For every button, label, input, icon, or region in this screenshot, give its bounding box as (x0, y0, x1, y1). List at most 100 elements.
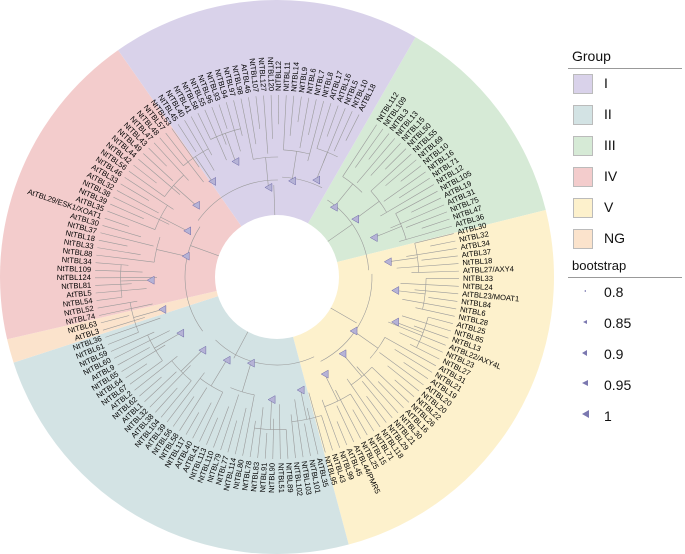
phylogenetic-tree: NtTBL112NtTBL109NtTBL3NtTBL13NtTBL15NtTB… (0, 0, 554, 554)
bootstrap-0-85-marker (583, 320, 587, 324)
bootstrap-marker (312, 175, 320, 185)
clade-stem (387, 257, 418, 263)
leaf-branch (270, 95, 273, 139)
leaf-branch (104, 217, 130, 227)
bootstrap-0-95-marker (582, 380, 588, 386)
leaf-branch (107, 210, 156, 230)
leaf-label: NtTBL18 (462, 256, 493, 267)
leaf-branch (211, 106, 227, 145)
leaf-branch (297, 96, 302, 123)
leaf-label: NtTBL120 (266, 57, 276, 91)
clade-stem (133, 309, 163, 318)
leaf-branch (413, 325, 449, 339)
leaf-branch (326, 105, 339, 137)
leaf-branch (116, 190, 159, 214)
group-iv-swatch (573, 167, 593, 187)
leaf-branch (125, 363, 148, 379)
leaf-branch (110, 331, 155, 352)
leaf-branch (400, 283, 459, 287)
leaf-label: NtTBL54 (62, 296, 93, 309)
leaf-label: NtTBL107 (248, 58, 261, 93)
leaf-label: AtTBL5 (66, 288, 92, 299)
leaf-branch (96, 254, 155, 263)
leaf-branch (233, 100, 243, 136)
bootstrap-marker (264, 182, 273, 192)
bootstrap-marker (192, 200, 200, 210)
root-branch (273, 185, 276, 216)
leaf-label: NtTBL9 (297, 66, 309, 93)
clade-arc (254, 427, 287, 431)
bootstrap-0-8-label: 0.8 (604, 284, 624, 300)
leaf-branch (350, 393, 375, 432)
leaf-branch (100, 315, 130, 324)
leaf-branch (411, 270, 459, 273)
clade-stem (120, 279, 151, 282)
leaf-branch (95, 283, 132, 286)
leaf-branch (160, 380, 192, 418)
leaf-branch (379, 352, 424, 386)
leaf-branch (406, 248, 457, 257)
clade-stem (353, 330, 379, 349)
leaf-label: NtTBL6 (459, 305, 486, 318)
leaf-label: NtTBL51 (276, 463, 286, 493)
bootstrap-legend: bootstrap 0.8 0.85 0.9 0.95 1 (568, 254, 682, 433)
leaf-branch (342, 124, 377, 177)
clade-stem (241, 363, 252, 392)
leaf-branch (242, 394, 255, 456)
leaf-branch (421, 218, 450, 229)
leaf-label: NtTBL89 (284, 462, 295, 492)
clade-stem (324, 373, 339, 402)
legend-item-v: V (568, 193, 682, 224)
leaf-branch (255, 96, 261, 129)
leaf-branch (234, 407, 247, 455)
leaf-branch (294, 399, 304, 458)
group-ng-label: NG (604, 230, 625, 246)
leaf-branch (124, 177, 174, 210)
bootstrap-marker (369, 233, 378, 242)
leaf-branch (390, 204, 445, 229)
leaf-branch (171, 128, 200, 168)
clade-stem (315, 152, 328, 181)
legend-item-i: I (568, 69, 682, 100)
leaf-branch (411, 197, 442, 213)
backbone-arc (215, 339, 315, 366)
leaf-branch (97, 247, 141, 255)
clade-stem (210, 360, 227, 387)
leaf-label: AtTBL37 (461, 247, 491, 259)
bootstrap-marker (267, 395, 276, 405)
clade-arc (291, 415, 322, 422)
leaf-branch (399, 332, 443, 353)
leaf-branch (179, 387, 208, 431)
leaf-branch (306, 408, 319, 455)
bootstrap-marker (222, 355, 231, 365)
sector-group-iii (277, 37, 546, 277)
leaf-branch (371, 366, 410, 403)
clade-stem (195, 156, 213, 182)
legend-item-ng: NG (568, 224, 682, 255)
leaf-label: AtTBL27/AXY4 (463, 264, 514, 275)
group-i-label: I (604, 75, 608, 91)
leaf-label: NtTBL127 (257, 57, 269, 92)
clade-stem (225, 133, 236, 162)
group-v-label: V (604, 199, 614, 215)
bootstrap-0-9-label: 0.9 (604, 346, 624, 362)
leaf-branch (405, 211, 448, 228)
leaf-branch (307, 101, 324, 162)
leaf-branch (184, 120, 215, 171)
leaf-label: NtTBL91 (258, 462, 269, 492)
backbone-arc (197, 179, 278, 221)
root-branch (233, 331, 249, 359)
leaf-branch (114, 330, 170, 359)
backbone-arc (320, 273, 373, 362)
clade-arc (370, 190, 387, 213)
leaf-branch (218, 104, 228, 129)
leaf-branch (308, 392, 326, 453)
leaf-branch (240, 98, 254, 160)
leaf-branch (299, 97, 310, 149)
leaf-branch (308, 99, 317, 136)
group-iv-label: IV (604, 168, 618, 184)
leaf-label: NtTBL102 (292, 462, 304, 497)
leaf-branch (321, 415, 333, 451)
leaf-label: NtTBL78 (240, 460, 253, 491)
bootstrap-marker (391, 286, 400, 295)
